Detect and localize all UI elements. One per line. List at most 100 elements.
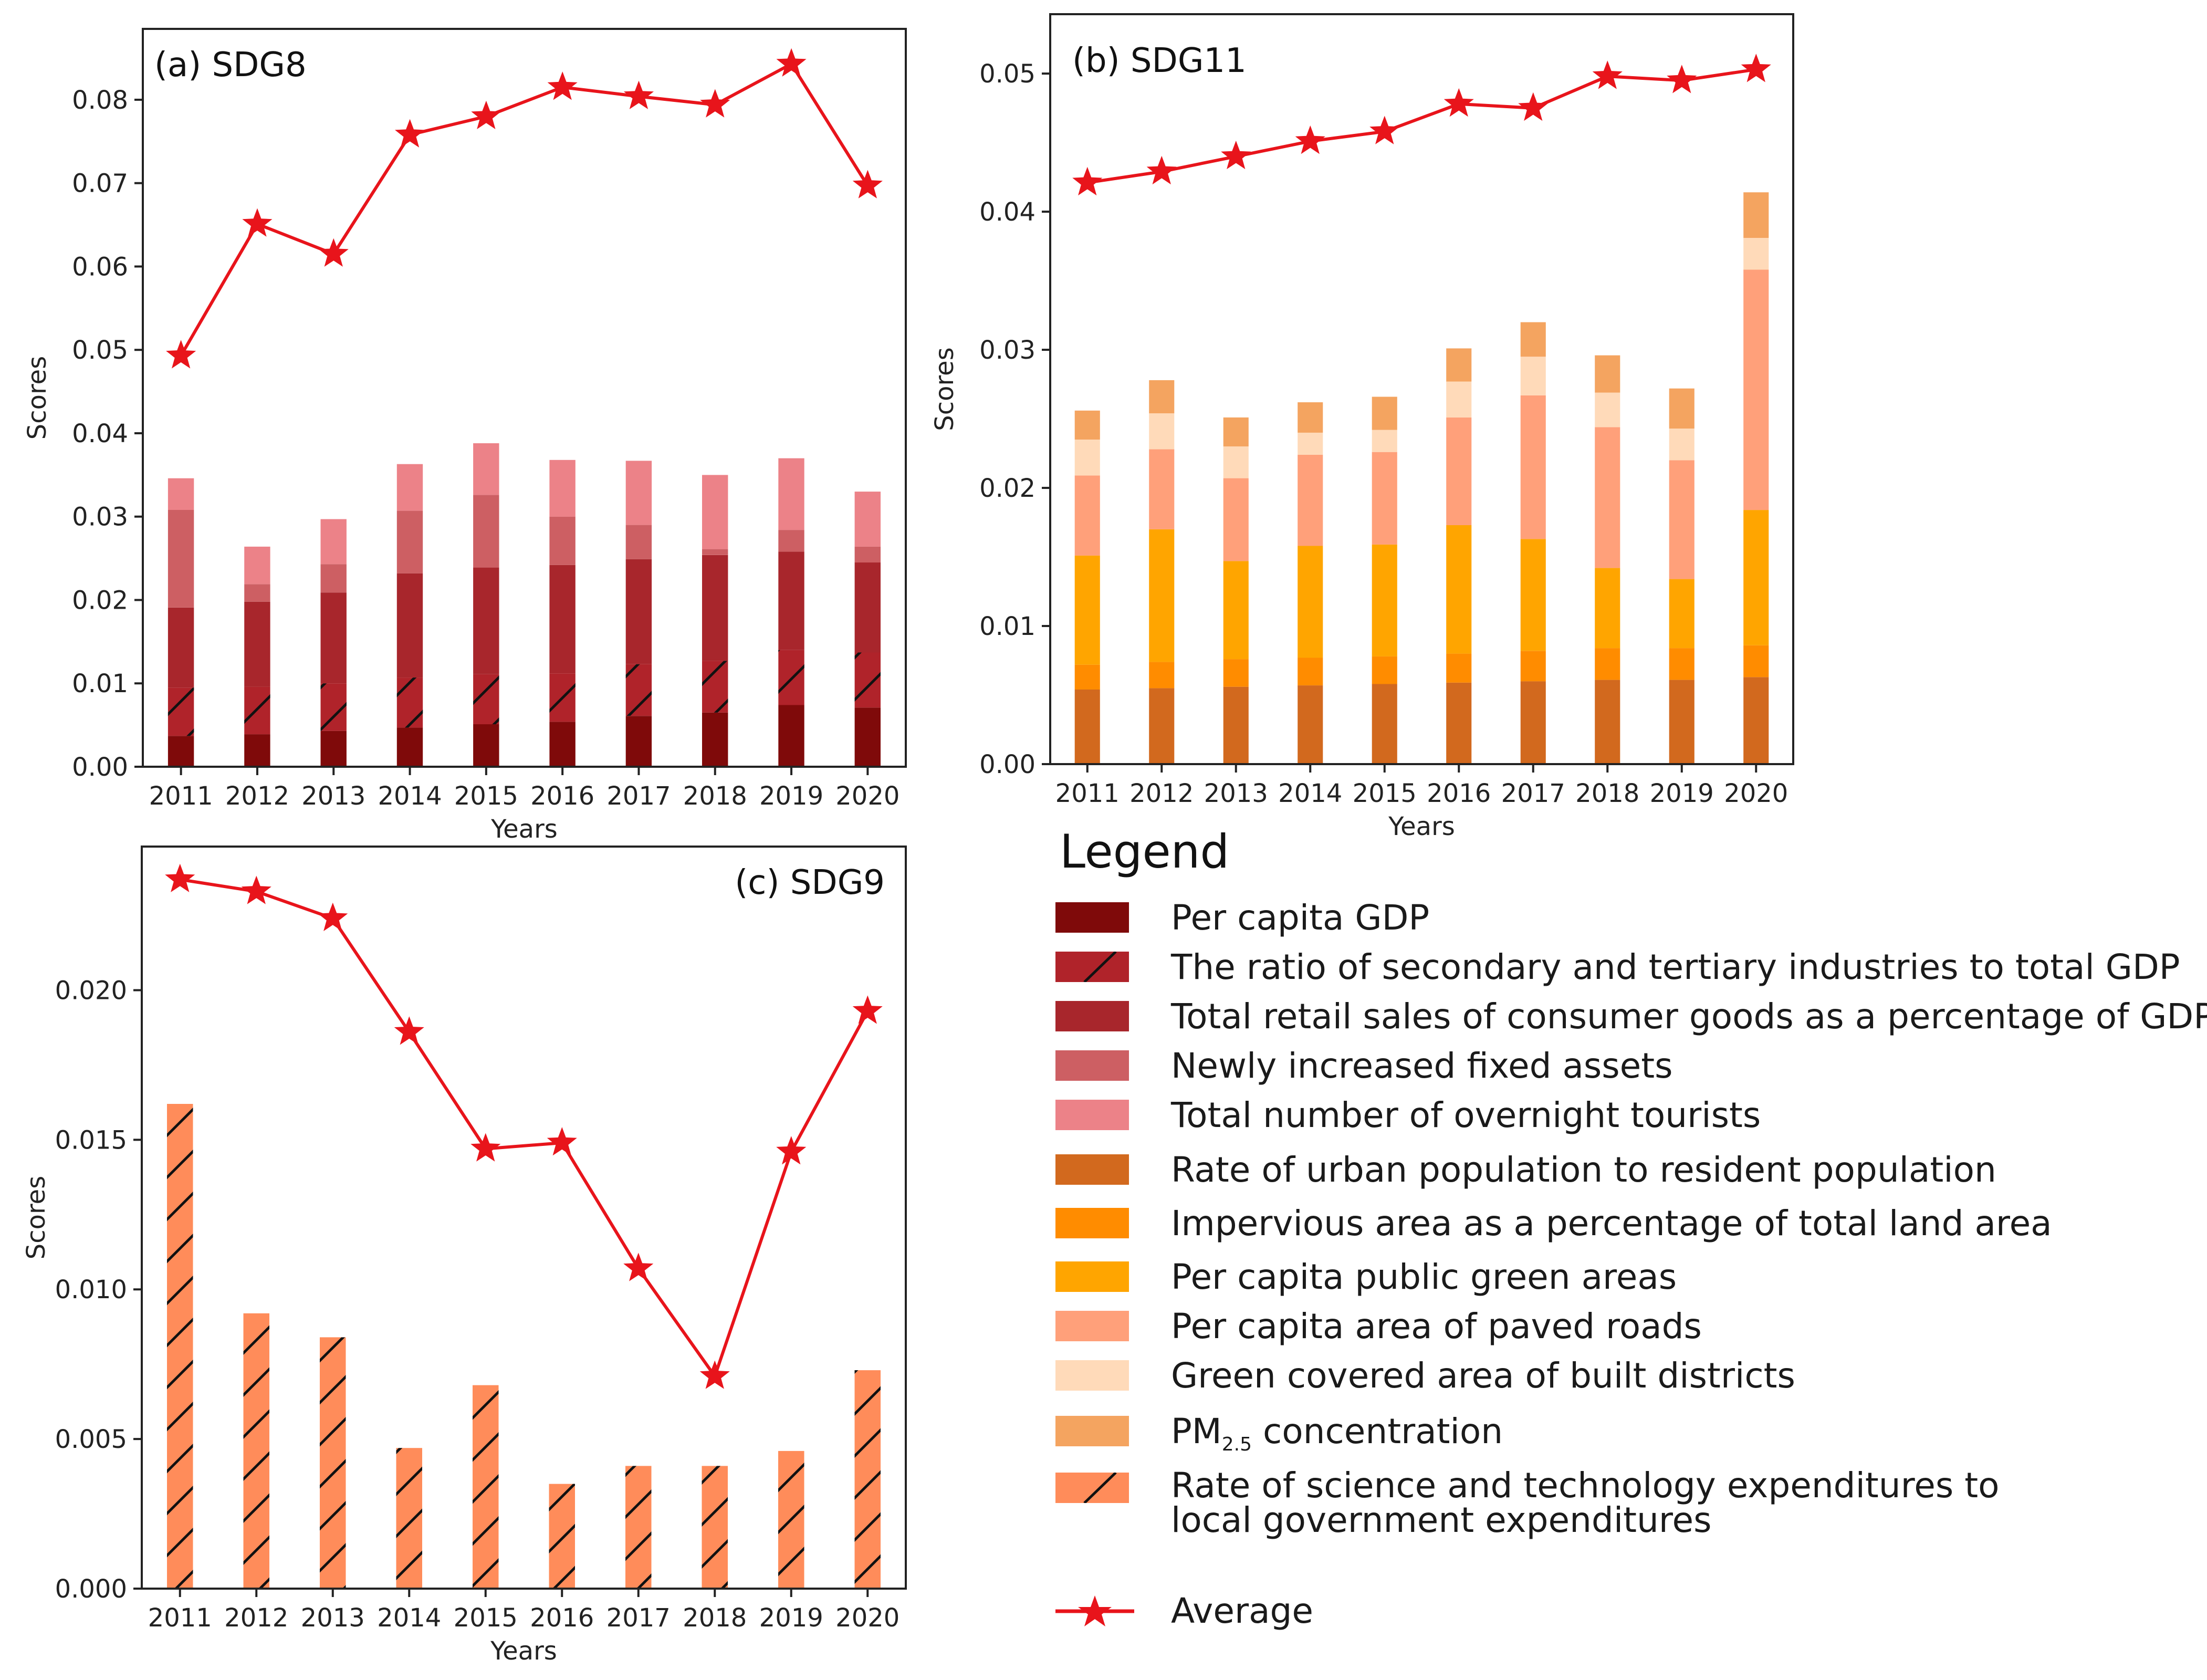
bar-hatch	[778, 1451, 804, 1589]
average-point	[1592, 60, 1623, 89]
bar-hatch	[320, 683, 347, 731]
bar-hatch	[320, 1337, 346, 1589]
x-tick-label: 2019	[1650, 779, 1714, 808]
bar-segment	[1298, 402, 1323, 433]
bar-hatch	[854, 1370, 881, 1589]
average-series	[166, 48, 883, 369]
bar-segment	[1595, 568, 1620, 649]
bar-segment	[1372, 396, 1397, 430]
y-axis: 0.00 0.01 0.02 0.03 0.04 0.05 0.06 0.07 0.08	[72, 86, 143, 782]
y-tick-label: 0.03	[979, 336, 1035, 365]
bar-segment	[778, 458, 804, 530]
x-tick-label: 2015	[1353, 779, 1417, 808]
bar-hatch	[702, 1466, 728, 1589]
bar-segment	[396, 727, 423, 767]
bar-hatch	[702, 661, 728, 713]
chart-panel-sdg11: 0.00 0.01 0.02 0.03 0.04 0.05 2011 2012 2013 2014…	[930, 13, 1794, 841]
x-tick-label: 2020	[835, 1603, 899, 1633]
bar-segment	[778, 530, 804, 552]
bar-segment	[625, 716, 652, 767]
bar-segment	[1074, 690, 1100, 764]
y-tick-label: 0.02	[72, 586, 128, 615]
chart-panel-sdg8: 0.00 0.01 0.02 0.03 0.04 0.05 0.06 0.07 0.08 2011…	[23, 28, 907, 844]
average-point	[852, 170, 883, 199]
bar-segment	[549, 516, 576, 565]
bar-segment	[1149, 662, 1175, 688]
bar-segment	[1743, 510, 1769, 645]
y-axis-label: Scores	[930, 347, 959, 431]
legend-swatch	[1055, 1416, 1129, 1446]
y-tick-label: 0.04	[72, 419, 128, 448]
legend-item-green-covered-area: Green covered area of built districts	[1055, 1356, 2200, 1398]
legend-item-overnight-tourists: Total number of overnight tourists	[1055, 1095, 2200, 1138]
x-axis: 2011 2012 2013 2014 2015 2016 2017 2018 2019 2020	[149, 767, 899, 811]
legend-label: Green covered area of built districts	[1171, 1355, 1795, 1396]
legend-label: Average	[1171, 1591, 1314, 1631]
y-tick-label: 0.06	[72, 252, 128, 281]
legend-label: PM2.5 concentration	[1171, 1412, 1503, 1465]
average-point	[395, 119, 425, 148]
bar-segment	[244, 546, 270, 585]
x-tick-label: 2018	[683, 781, 747, 811]
average-point	[699, 1360, 730, 1389]
average-point	[165, 863, 195, 892]
bar-hatch	[549, 1484, 575, 1589]
y-tick-label: 0.01	[979, 612, 1035, 641]
x-tick-label: 2013	[301, 1603, 365, 1633]
bar-hatch	[167, 1104, 193, 1589]
bar-segment	[168, 478, 194, 510]
bar-segment	[1298, 685, 1323, 764]
y-tick-label: 0.03	[72, 503, 128, 532]
legend-label-line1: Rate of science and technology expenditu…	[1171, 1465, 2000, 1506]
bar-hatch	[244, 686, 270, 735]
average-point	[241, 875, 271, 904]
x-tick-label: 2020	[1724, 779, 1788, 808]
bar-segment	[1372, 544, 1397, 656]
bar-segment	[320, 564, 347, 593]
bar-segment	[1372, 452, 1397, 545]
bar-segment	[1595, 648, 1620, 680]
average-point	[776, 48, 807, 77]
bar-segment	[702, 712, 728, 767]
bar-segment	[1149, 449, 1175, 529]
legend-label: Impervious area as a percentage of total…	[1171, 1203, 2052, 1244]
average-line	[180, 878, 869, 1380]
x-tick-label: 2017	[1501, 779, 1565, 808]
average-point	[1221, 140, 1251, 170]
y-tick-label: 0.000	[55, 1574, 127, 1604]
bar-segment	[1743, 677, 1769, 764]
average-point	[547, 71, 578, 100]
bar-segment	[1743, 645, 1769, 677]
legend-label: Per capita area of paved roads	[1171, 1306, 1702, 1347]
bar-segment	[320, 731, 347, 767]
bar-segment	[396, 464, 423, 511]
average-point	[1072, 166, 1103, 196]
x-tick-label: 2015	[454, 1603, 518, 1633]
legend-label-line2: local government expenditures	[1171, 1500, 1712, 1540]
bar-segment	[702, 475, 728, 549]
bar-segment	[854, 492, 881, 547]
bar-segment	[625, 525, 652, 559]
legend-swatch	[1055, 1208, 1129, 1238]
x-tick-label: 2012	[225, 781, 289, 811]
x-tick-label: 2018	[683, 1603, 747, 1633]
legend-label: Rate of science and technology expenditu…	[1171, 1468, 2000, 1538]
bar-segment	[1298, 658, 1323, 686]
legend-label: Per capita GDP	[1171, 898, 1430, 938]
average-point	[394, 1016, 424, 1045]
y-tick-label: 0.05	[72, 336, 128, 365]
bar-segment	[1520, 322, 1546, 357]
bar-segment	[1743, 269, 1769, 510]
y-tick-label: 0.08	[72, 86, 128, 115]
bar-segment	[1149, 529, 1175, 662]
y-tick-label: 0.020	[55, 976, 127, 1005]
legend-swatch	[1055, 902, 1129, 933]
bar-segment	[244, 584, 270, 602]
average-point	[1667, 65, 1697, 93]
x-tick-label: 2011	[148, 1603, 212, 1633]
legend-swatch	[1055, 1050, 1129, 1081]
legend-label: Rate of urban population to resident pop…	[1171, 1150, 1996, 1190]
legend-item-secondary-tertiary-ratio: The ratio of secondary and tertiary indu…	[1055, 947, 2200, 989]
bar-segment	[320, 519, 347, 565]
